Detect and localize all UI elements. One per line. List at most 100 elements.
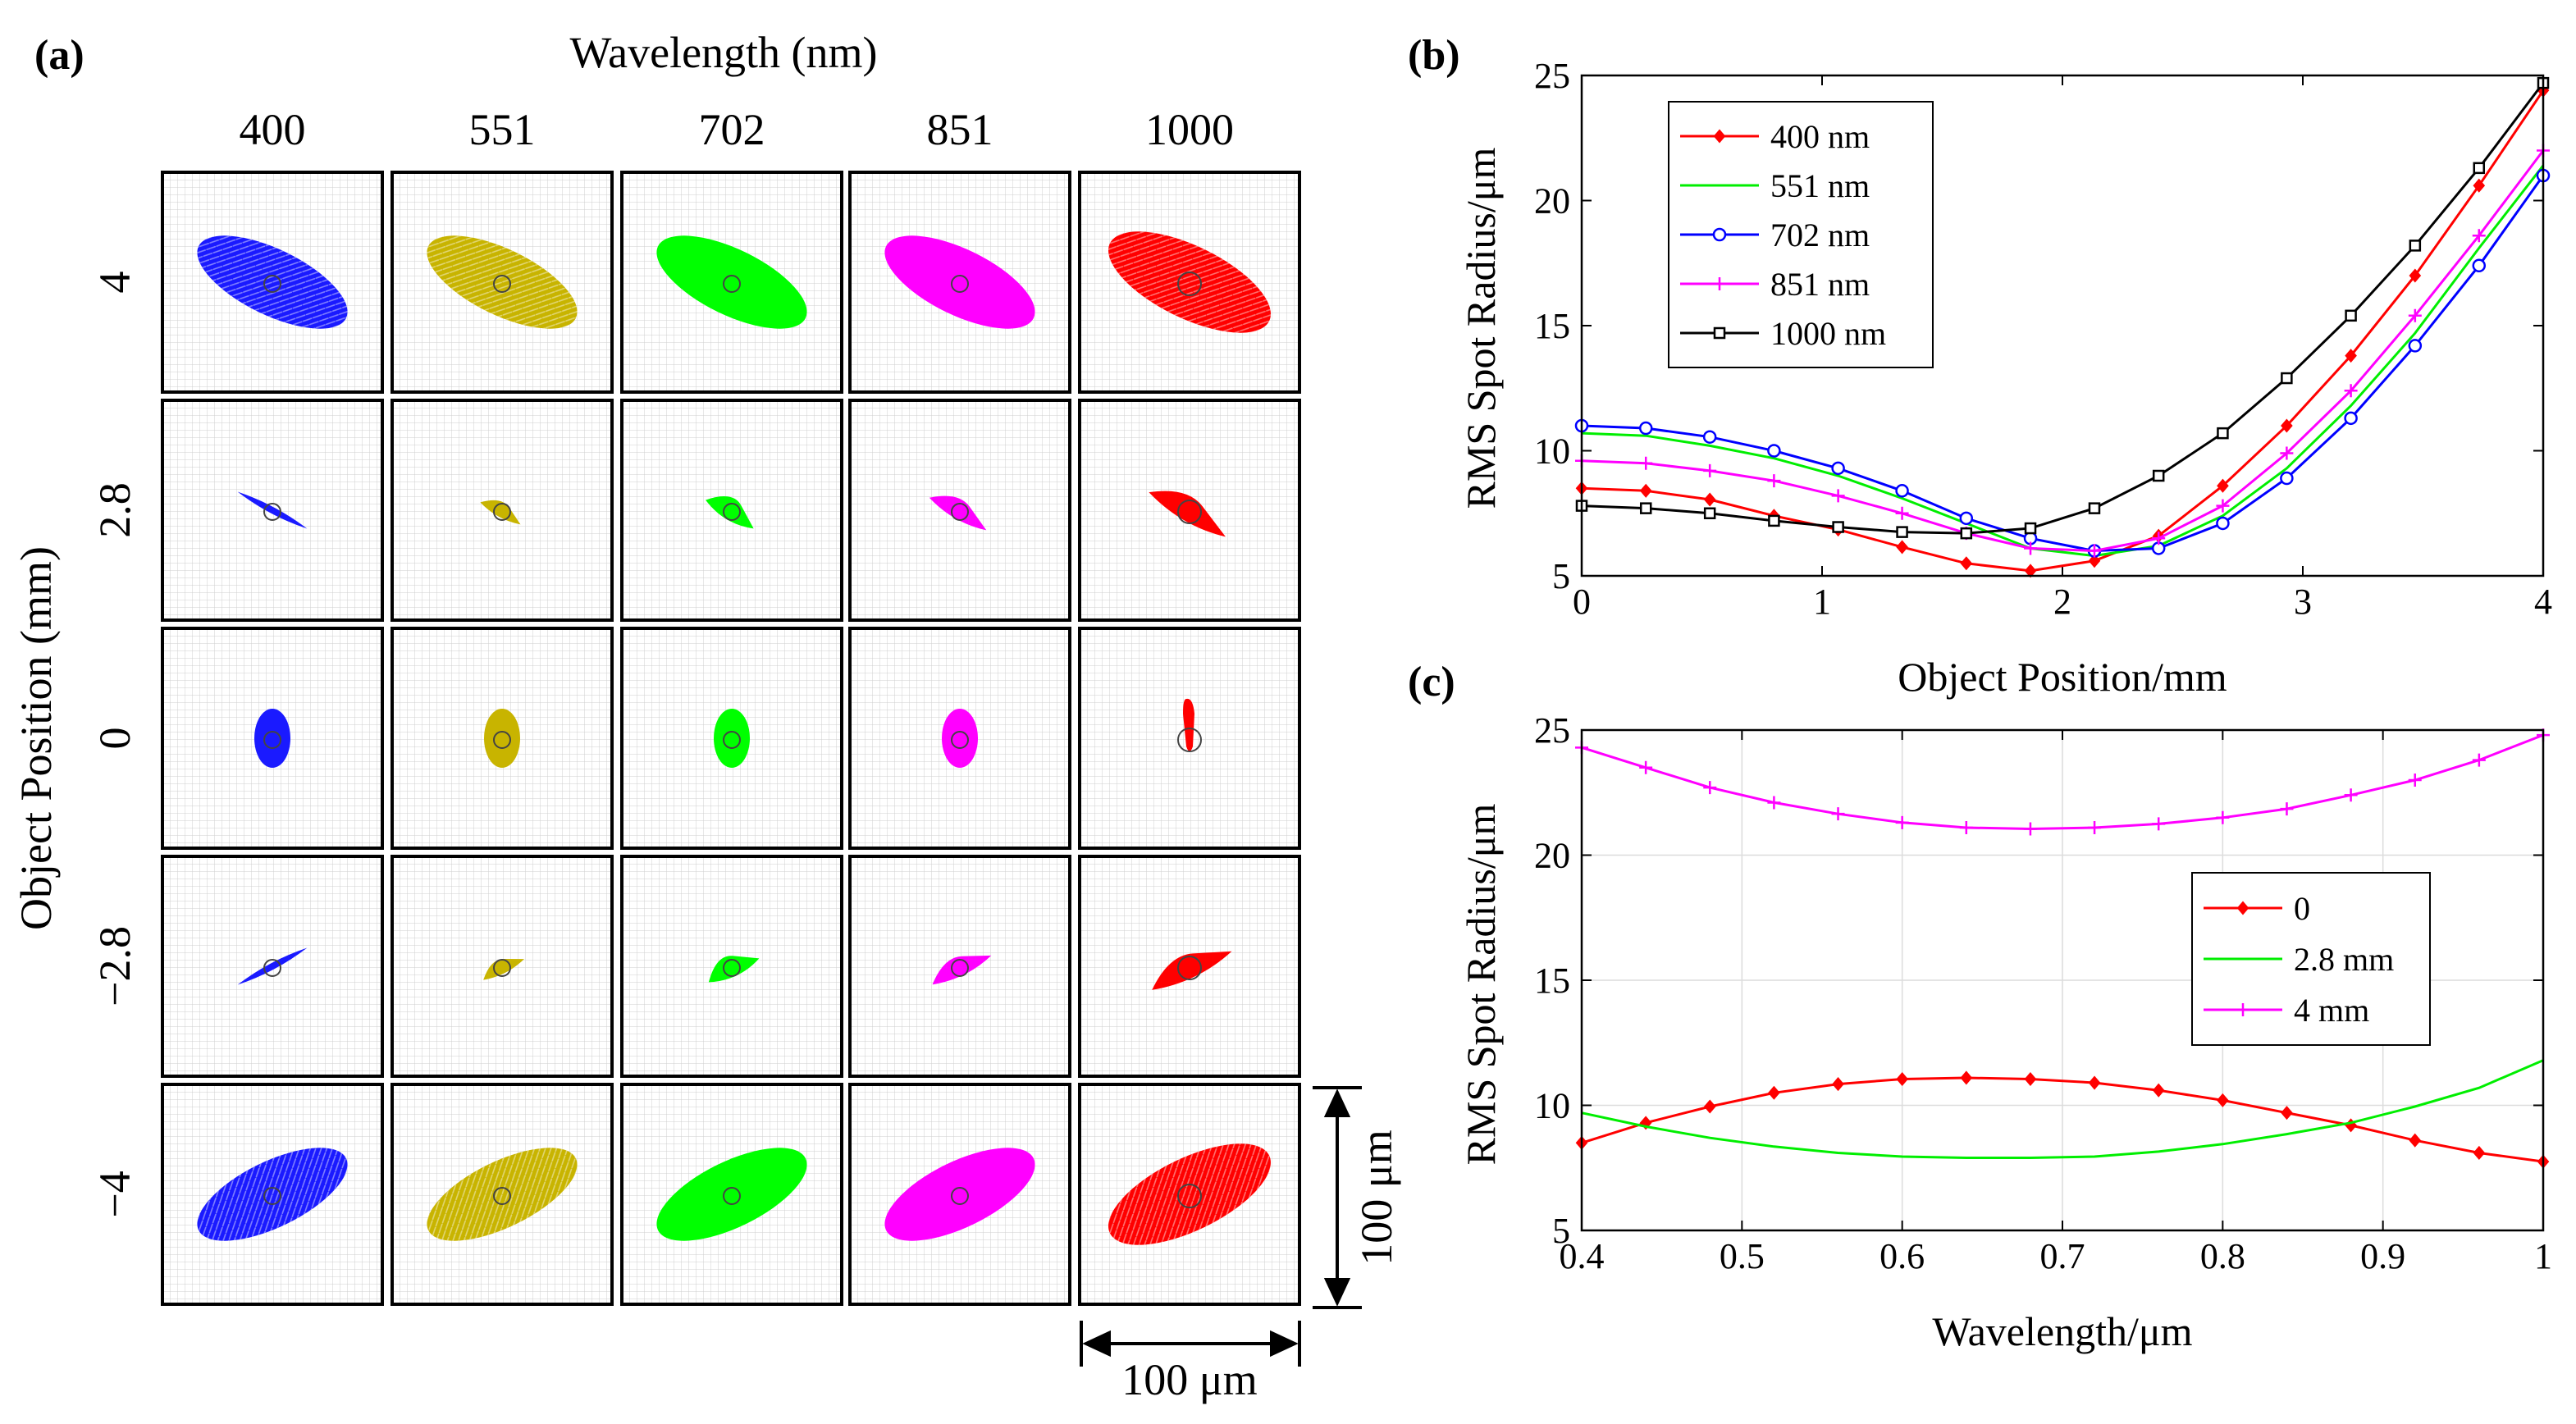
legend: 400 nm 551 nm 702 nm 851 nm 1000 nm [1668,101,1934,368]
x-tick-label: 0.9 [2360,1236,2405,1276]
airy-disk [263,731,281,749]
x-tick-label: 2 [2053,582,2071,622]
column-label: 400 [240,105,306,154]
airy-disk [263,959,281,977]
cell-frame [1078,399,1301,622]
column-label: 551 [469,105,536,154]
data-point [2216,810,2230,824]
spot-diagram [884,1148,1035,1241]
data-point [2408,774,2422,787]
spot-diagram [484,709,520,768]
airy-disk [1177,500,1202,524]
data-point [1832,1077,1844,1092]
spot-cell [848,855,1071,1078]
panel-a-title: Wavelength (nm) [569,28,877,77]
data-point [2472,229,2486,243]
spot-cell [620,399,843,622]
airy-disk [493,275,511,293]
legend: 0 2.8 mm 4 mm [2191,872,2431,1046]
data-point [2344,411,2358,426]
data-point [2152,817,2166,831]
spot-cell [848,1083,1071,1306]
data-point [2152,532,2166,545]
data-point [1703,463,1717,477]
row-label: −4 [90,1171,139,1217]
data-point [2216,499,2230,513]
cell-frame [620,399,843,622]
cell-frame [161,171,384,394]
spot-diagram [1149,491,1226,537]
series-line [1581,149,2545,553]
data-point [2472,753,2486,767]
cell-frame [391,1083,614,1306]
column-labels: 400 551 702 851 1000 [240,105,1235,154]
airy-disk [263,275,281,293]
spot-ring-texture [1108,1143,1271,1245]
spot-diagram [656,235,807,329]
spot-diagram [706,496,754,529]
data-point [1959,511,1974,526]
legend-label: 4 mm [2294,992,2369,1029]
spot-diagram [942,709,978,768]
spot-cell [161,627,384,850]
series-line [1581,82,2545,535]
cell-frame [848,399,1071,622]
y-tick-label: 20 [1534,181,1570,221]
cell-frame [620,627,843,850]
airy-disk [1177,1184,1202,1208]
data-point [1712,227,1727,242]
data-point [1768,1085,1780,1100]
spot-cell [391,1083,614,1306]
data-point [1703,781,1717,795]
legend-label: 0 [2294,890,2310,927]
axes-frame [1580,74,2545,577]
data-point [1639,502,1652,514]
cell-frame [1078,855,1301,1078]
legend-label: 1000 nm [1770,315,1886,352]
panel-c-ylabel: RMS Spot Radius/μm [1458,803,1504,1165]
data-point [1639,483,1652,498]
airy-disk [951,731,969,749]
y-tick-label: 10 [1534,431,1570,472]
spot-cell [1078,855,1301,1078]
data-point [2472,258,2487,273]
spot-cell [161,399,384,622]
data-point [1896,540,1908,555]
column-label: 1000 [1145,105,1234,154]
x-tick-label: 4 [2534,582,2552,622]
data-point [2152,1083,2165,1098]
spot-cell [1078,171,1301,394]
data-point [2216,516,2230,531]
data-point [2473,162,2486,175]
x-tick-label: 3 [2294,582,2312,622]
spot-ring-texture [1108,231,1271,333]
y-tick-label: 15 [1534,961,1570,1001]
data-point [2344,788,2358,802]
panel-b-label: (b) [1408,32,1460,79]
scale-bar-horizontal-label: 100 μm [1121,1355,1257,1404]
panel-c-label: (c) [1408,659,1455,705]
spot-diagram [237,947,308,985]
y-tick-label: 25 [1534,710,1570,751]
series-4-mm [1575,728,2550,836]
spot-cell [391,627,614,850]
y-tick-label: 25 [1534,56,1570,96]
data-point [1831,461,1845,476]
cell-frame [848,171,1071,394]
data-point [1895,815,1909,829]
data-point [2023,822,2037,836]
spot-diagram [932,955,992,985]
cell-frame [620,855,843,1078]
panel-b-ylabel: RMS Spot Radius/μm [1458,147,1504,509]
y-tick-label: 15 [1534,306,1570,346]
spot-diagram [480,500,521,525]
data-point [2088,554,2101,568]
cell-frame [620,171,843,394]
spot-cell [1078,1083,1301,1306]
data-point [1831,807,1845,821]
data-point [1638,421,1653,436]
data-point [1703,1099,1716,1114]
scale-bar-vertical [1313,1086,1362,1309]
data-point [2345,309,2357,322]
